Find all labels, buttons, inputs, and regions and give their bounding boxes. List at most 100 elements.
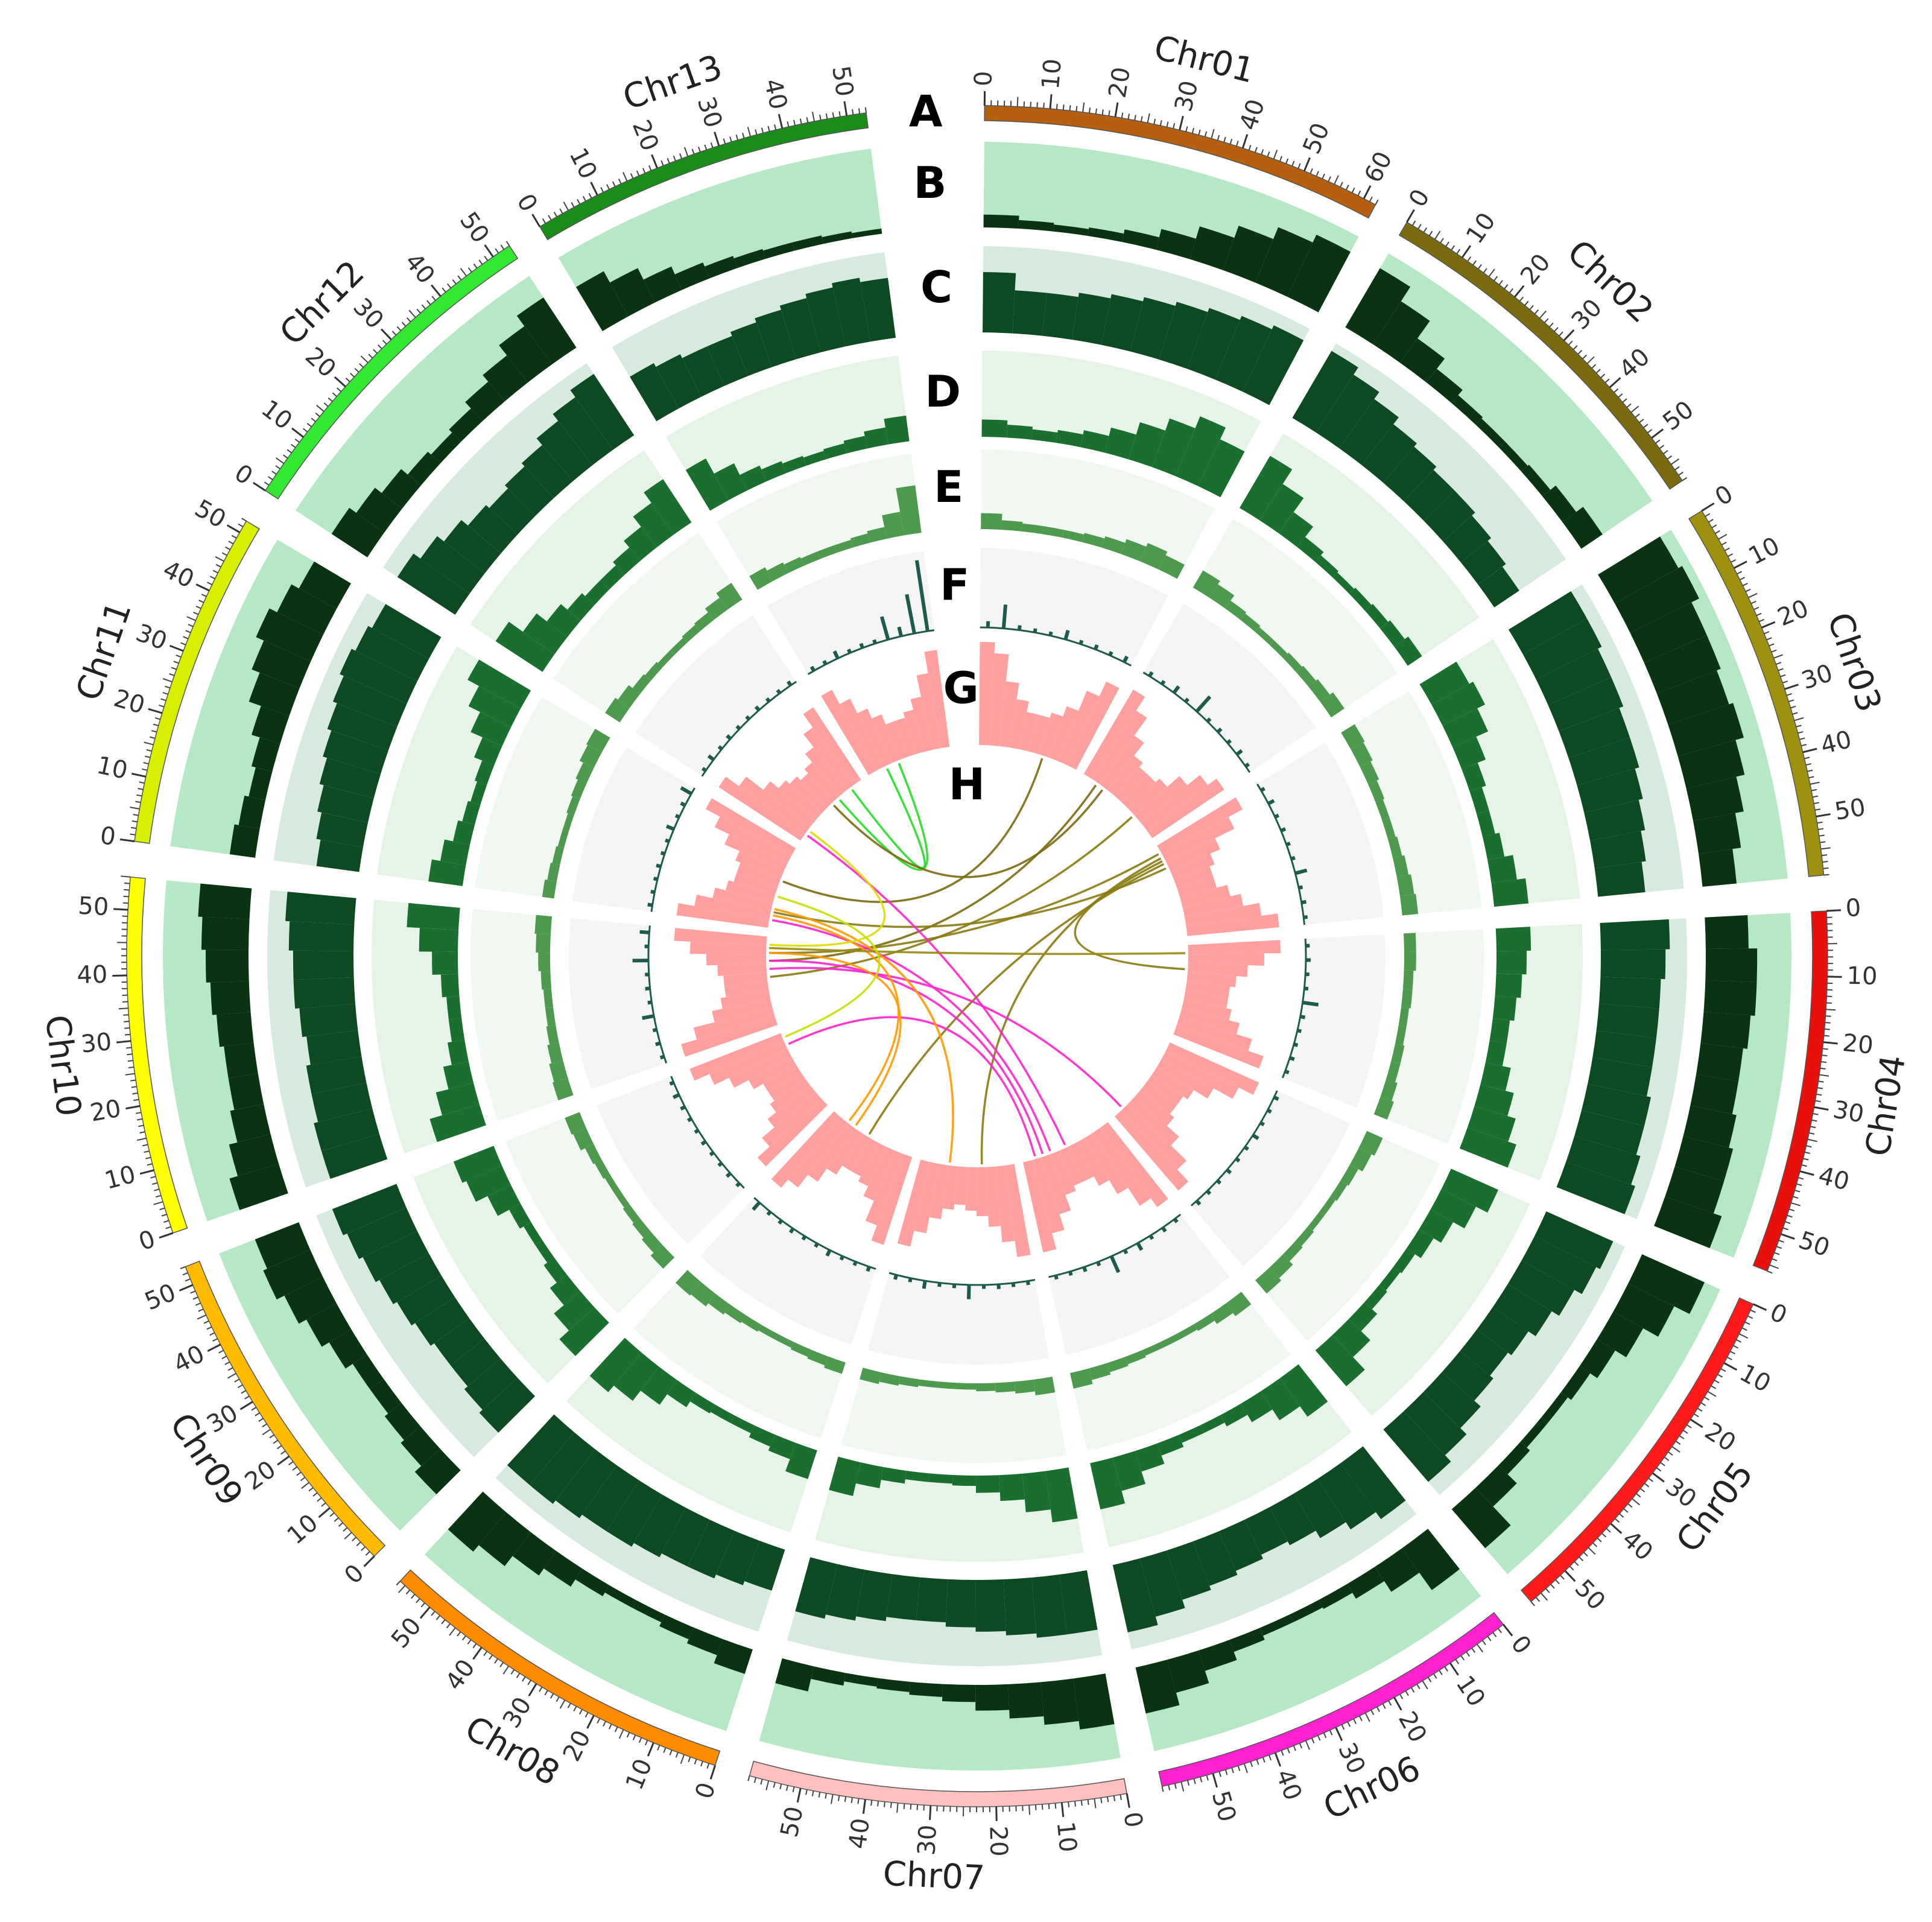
minor-tick <box>1807 1138 1817 1143</box>
tick-label: 10 <box>94 752 130 785</box>
histogram-bar <box>688 1520 735 1579</box>
minor-tick <box>473 263 478 269</box>
histogram-bar <box>573 1128 594 1150</box>
histogram-bar <box>1482 833 1505 860</box>
histogram-bar <box>916 673 942 750</box>
minor-tick <box>1592 1542 1598 1547</box>
histogram-bar <box>763 1064 800 1093</box>
track-baseline <box>1048 1214 1182 1278</box>
histogram-bar <box>363 1230 429 1283</box>
histogram-bar <box>545 1007 556 1027</box>
histogram-bar <box>613 547 641 575</box>
histogram-bar <box>1584 799 1645 841</box>
histogram-bar <box>1393 855 1409 877</box>
histogram-bar <box>1129 422 1165 468</box>
histogram-bar <box>1185 981 1230 998</box>
histogram-bar <box>1215 316 1272 392</box>
histogram-bar <box>1630 602 1707 663</box>
minor-tick <box>255 1412 261 1416</box>
major-tick <box>277 1455 290 1466</box>
histogram-bar <box>657 650 675 668</box>
minor-tick <box>397 1585 406 1593</box>
spike <box>717 745 723 751</box>
minor-tick <box>644 1740 648 1746</box>
histogram-bar <box>306 1056 367 1094</box>
histogram-bar <box>1683 1105 1737 1148</box>
histogram-bar <box>1568 737 1639 785</box>
minor-tick <box>1737 571 1743 575</box>
minor-tick <box>1030 101 1032 107</box>
minor-tick <box>1622 398 1627 403</box>
histogram-bar <box>450 1339 501 1387</box>
minor-tick <box>302 428 308 433</box>
histogram-bar <box>356 487 402 533</box>
histogram-bar <box>865 1150 904 1226</box>
histogram-bar <box>1005 1164 1031 1257</box>
minor-tick <box>825 1793 827 1799</box>
histogram-bar <box>1579 1339 1615 1378</box>
minor-tick <box>1428 230 1433 236</box>
histogram-bar <box>440 839 470 866</box>
minor-tick <box>1819 834 1825 837</box>
histogram-bar <box>329 1329 367 1369</box>
track-baseline <box>753 1197 876 1270</box>
minor-tick <box>283 454 288 459</box>
major-tick <box>381 328 392 340</box>
minor-tick <box>1601 1532 1607 1538</box>
histogram-bar <box>1596 1004 1659 1038</box>
histogram-bar <box>763 242 794 259</box>
minor-tick <box>1815 1100 1821 1103</box>
minor-tick <box>1819 1074 1829 1077</box>
minor-tick <box>1583 1552 1588 1557</box>
histogram-bar <box>1477 810 1495 837</box>
minor-tick <box>1635 413 1640 418</box>
minor-tick <box>1773 654 1783 659</box>
minor-tick <box>1471 1648 1476 1653</box>
tick-label: 30 <box>1831 1096 1866 1128</box>
minor-tick <box>603 1721 606 1727</box>
histogram-bar <box>210 981 251 1015</box>
spike <box>1289 1056 1295 1061</box>
histogram-bar <box>690 1392 715 1413</box>
histogram-bar <box>489 488 536 534</box>
minor-tick <box>1248 145 1252 151</box>
histogram-bar <box>981 419 1008 438</box>
histogram-bar <box>825 1564 865 1621</box>
histogram-bar <box>478 1512 531 1567</box>
minor-tick <box>1293 1745 1296 1751</box>
histogram-bar <box>1319 1584 1353 1610</box>
major-tick <box>651 154 658 169</box>
minor-tick <box>449 1627 456 1636</box>
minor-tick <box>1273 150 1278 159</box>
minor-tick <box>516 1673 521 1678</box>
major-tick <box>1049 94 1053 109</box>
histogram-bar <box>1379 620 1405 647</box>
minor-tick <box>221 1356 227 1360</box>
minor-tick <box>186 616 196 621</box>
histogram-bar <box>733 249 766 268</box>
minor-tick <box>162 692 168 695</box>
histogram-bar <box>691 1282 716 1307</box>
minor-tick <box>1822 860 1828 863</box>
minor-tick <box>1707 1391 1717 1397</box>
minor-tick <box>1297 163 1301 169</box>
minor-tick <box>1693 1413 1699 1418</box>
histogram-bar <box>1441 1169 1498 1213</box>
histogram-bar <box>884 415 910 445</box>
track-background <box>1255 1131 1440 1341</box>
track-baseline <box>1142 671 1251 773</box>
minor-tick <box>1180 1781 1185 1792</box>
histogram-bar <box>693 1007 775 1040</box>
spike <box>1063 629 1070 640</box>
minor-tick <box>125 1073 135 1076</box>
minor-tick <box>527 1679 531 1686</box>
minor-tick <box>316 405 325 412</box>
minor-tick <box>182 1272 188 1276</box>
histogram-bar <box>1259 484 1304 533</box>
histogram-bar <box>1167 1650 1209 1693</box>
histogram-bar <box>316 812 368 848</box>
minor-tick <box>1529 305 1534 310</box>
histogram-bar <box>633 503 674 548</box>
spike <box>1226 739 1232 745</box>
spike <box>1303 915 1308 919</box>
